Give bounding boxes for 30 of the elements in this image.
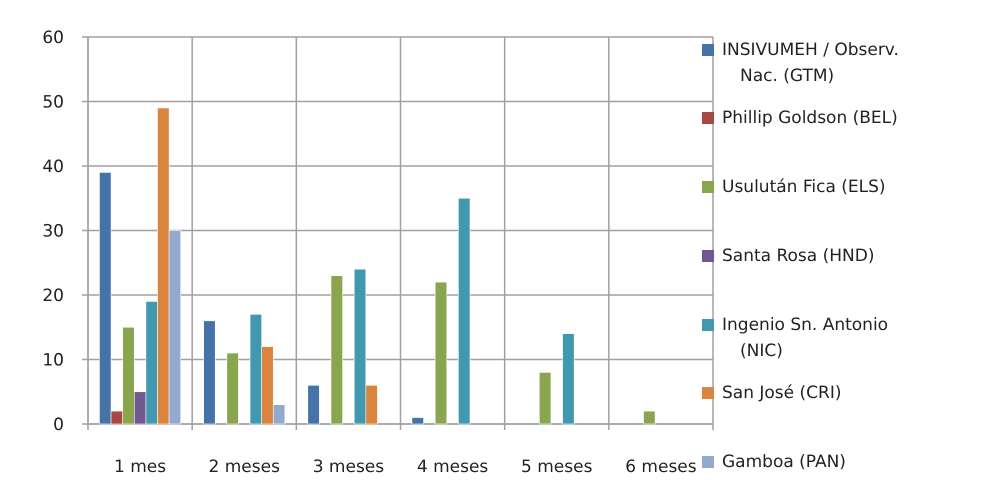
legend-label: Gamboa (PAN) (722, 452, 846, 472)
y-tick-label: 10 (42, 350, 64, 370)
legend-label: INSIVUMEH / Observ. Nac. (GTM) (722, 40, 899, 86)
legend-label: Phillip Goldson (BEL) (722, 108, 898, 128)
x-tick-label: 6 meses (625, 457, 697, 477)
bar (458, 198, 470, 424)
y-tick-label: 30 (42, 221, 64, 242)
y-tick-label: 0 (53, 414, 64, 435)
bar (226, 352, 239, 424)
bar (562, 333, 574, 424)
legend-label: Santa Rosa (HND) (722, 246, 874, 266)
y-tick-label: 50 (42, 92, 64, 112)
y-tick-label: 20 (42, 286, 64, 306)
bar (203, 320, 216, 424)
bar (434, 282, 448, 424)
bar (330, 275, 343, 424)
x-tick-label: 1 mes (114, 457, 166, 477)
x-tick-label: 5 meses (521, 457, 593, 477)
legend-label: Usulután Fica (ELS) (722, 177, 886, 197)
legend-label: San José (CRI) (722, 383, 842, 403)
bar (643, 410, 656, 424)
bar (412, 417, 424, 424)
y-tick-label: 40 (42, 156, 64, 177)
x-tick-label: 4 meses (416, 457, 488, 477)
legend-label: Ingenio Sn. Antonio (NIC) (722, 315, 888, 361)
bar (307, 385, 320, 424)
bar (539, 372, 552, 424)
x-tick-label: 2 meses (208, 457, 280, 477)
x-tick-label: 3 meses (312, 457, 384, 477)
y-tick-label: 60 (42, 28, 64, 48)
